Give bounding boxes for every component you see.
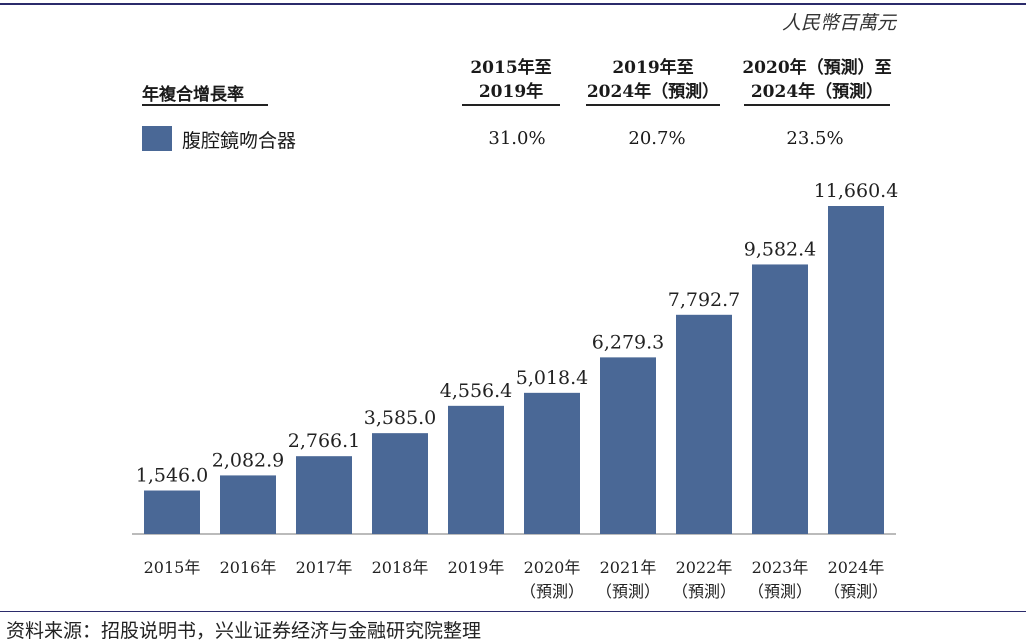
- bar-value-label: 2,082.9: [212, 449, 285, 471]
- bar-value-label: 6,279.3: [592, 331, 665, 353]
- source-note: 资料来源：招股说明书，兴业证券经济与金融研究院整理: [6, 620, 482, 642]
- bar-value-label: 5,018.4: [516, 367, 589, 389]
- cagr-header-2015-2019-line1: 2015年至: [470, 58, 552, 78]
- bar-value-label: 11,660.4: [814, 180, 899, 202]
- cagr-header-2019-2024-underline: [586, 104, 720, 106]
- bar-value-label: 1,546.0: [136, 465, 209, 487]
- x-tick-label: 2021年: [600, 558, 657, 577]
- bar: [828, 206, 884, 534]
- x-tick-label: 2017年: [296, 558, 353, 577]
- legend-label: 腹腔鏡吻合器: [182, 130, 297, 152]
- cagr-header-2015-2019-underline: [462, 104, 560, 106]
- bar-value-label: 4,556.4: [440, 380, 513, 402]
- bar: [752, 264, 808, 534]
- cagr-header-2020-2024-underline: [744, 104, 890, 106]
- x-tick-label: 2022年: [676, 558, 733, 577]
- cagr-title: 年複合增長率: [142, 85, 244, 105]
- x-tick-label: （預測）: [824, 582, 888, 601]
- bar: [296, 456, 352, 534]
- cagr-value-2020-2024: 23.5%: [786, 128, 844, 149]
- cagr-header-2019-2024: 2019年至 2024年（預測）: [586, 56, 720, 104]
- cagr-header-2020-2024-line2: 2024年（預測）: [750, 82, 884, 102]
- bar-value-label: 9,582.4: [744, 238, 817, 260]
- bar: [524, 392, 580, 534]
- x-tick-label: （預測）: [672, 582, 736, 601]
- bar: [372, 433, 428, 534]
- x-tick-label: （預測）: [596, 582, 660, 601]
- bar: [220, 475, 276, 534]
- bar-value-label: 7,792.7: [668, 289, 741, 311]
- cagr-title-underline: [142, 104, 268, 106]
- x-tick-label: 2019年: [448, 558, 505, 577]
- bottom-rule: [0, 611, 1026, 612]
- x-tick-label: 2023年: [752, 558, 809, 577]
- legend-swatch: [142, 126, 172, 151]
- x-tick-label: （預測）: [748, 582, 812, 601]
- cagr-header-2020-2024-line1: 2020年（預測）至: [742, 58, 892, 78]
- cagr-header-2019-2024-line1: 2019年至: [612, 58, 694, 78]
- x-tick-label: 2020年: [524, 558, 581, 577]
- x-tick-label: 2016年: [220, 558, 277, 577]
- unit-label: 人民幣百萬元: [781, 12, 896, 34]
- cagr-value-2015-2019: 31.0%: [488, 128, 546, 149]
- bar: [144, 490, 200, 534]
- cagr-header-2015-2019: 2015年至 2019年: [462, 56, 560, 104]
- x-tick-label: 2015年: [144, 558, 201, 577]
- bar: [600, 357, 656, 534]
- x-tick-label: 2018年: [372, 558, 429, 577]
- cagr-header-2015-2019-line2: 2019年: [478, 82, 544, 102]
- cagr-header-2020-2024: 2020年（預測）至 2024年（預測）: [736, 56, 898, 104]
- top-rule: [0, 3, 1026, 5]
- bar: [448, 405, 504, 534]
- bar-value-label: 3,585.0: [364, 407, 437, 429]
- cagr-header-2019-2024-line2: 2024年（預測）: [586, 82, 720, 102]
- x-tick-label: 2024年: [828, 558, 885, 577]
- x-tick-label: （預測）: [520, 582, 584, 601]
- bar: [676, 314, 732, 534]
- bar-value-label: 2,766.1: [288, 430, 361, 452]
- cagr-value-2019-2024: 20.7%: [628, 128, 686, 149]
